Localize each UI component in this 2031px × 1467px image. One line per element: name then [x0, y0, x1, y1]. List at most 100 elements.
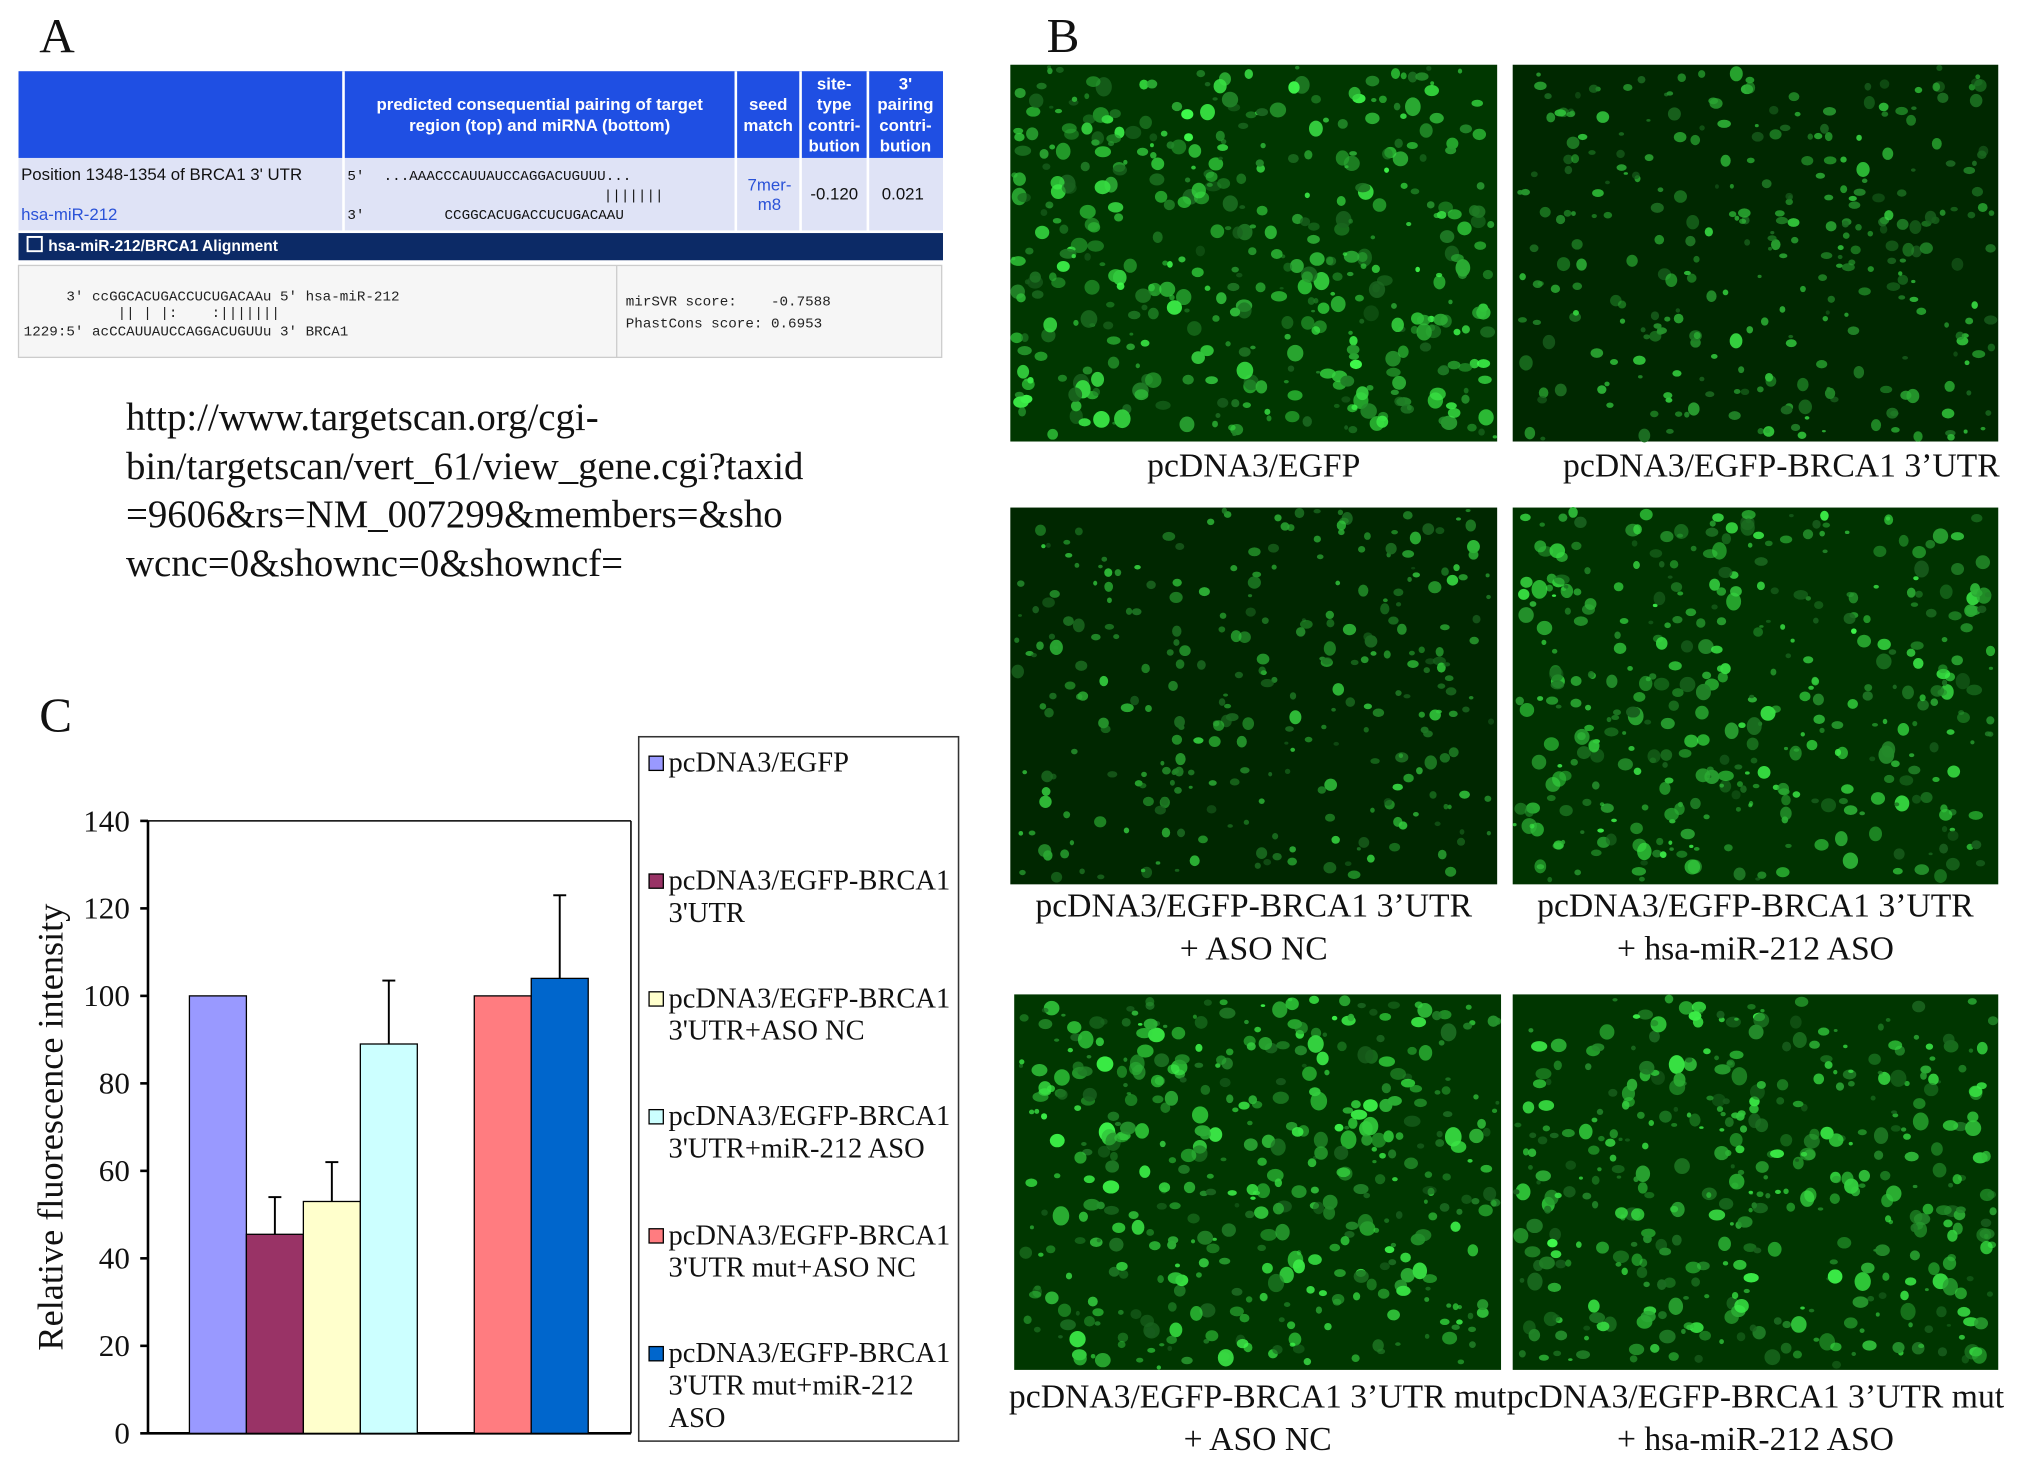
cell	[1278, 1317, 1285, 1323]
cell	[1848, 592, 1859, 604]
cell	[1456, 837, 1466, 846]
cell	[1106, 301, 1115, 308]
cell	[1640, 860, 1648, 866]
cell	[1467, 423, 1477, 432]
cell	[1573, 588, 1582, 596]
cell	[1125, 607, 1133, 615]
cell	[1073, 319, 1079, 326]
cell	[1044, 707, 1054, 718]
cell	[1010, 332, 1024, 344]
url-line: bin/targetscan/vert_61/view_gene.cgi?tax…	[126, 445, 803, 488]
cell	[1631, 1253, 1643, 1266]
cell	[1289, 258, 1304, 274]
cell	[1478, 428, 1485, 436]
cell	[1986, 1291, 1994, 1297]
cell	[1332, 683, 1345, 696]
cell	[1078, 418, 1091, 427]
cell	[1870, 1095, 1876, 1101]
cell	[1641, 804, 1649, 811]
cell	[1106, 597, 1112, 604]
cell	[1189, 855, 1200, 867]
cell	[1353, 1292, 1361, 1301]
legend-label: pcDNA3/EGFP-BRCA1 3'UTR mut+miR-212 ASO	[668, 1336, 951, 1434]
cell	[1812, 693, 1824, 706]
cell	[1743, 1288, 1750, 1294]
cell	[1197, 660, 1206, 670]
cell	[1445, 687, 1457, 696]
cell	[1458, 363, 1473, 372]
cell	[1737, 1169, 1745, 1175]
cell	[1239, 1313, 1250, 1323]
cell	[1370, 235, 1376, 240]
cell	[1588, 739, 1600, 752]
cell	[1957, 1306, 1971, 1317]
cell	[1928, 1262, 1940, 1276]
cell	[1941, 679, 1948, 686]
cell	[1550, 1038, 1567, 1053]
cell	[1124, 1093, 1138, 1107]
cell	[1754, 557, 1768, 566]
cell	[1188, 144, 1202, 158]
cell	[1583, 1325, 1591, 1331]
cell	[1733, 867, 1746, 881]
cell	[1622, 731, 1627, 735]
cell	[1104, 568, 1113, 577]
cell	[1538, 387, 1549, 399]
cell	[1069, 408, 1083, 424]
cell	[1987, 1016, 1999, 1026]
cell	[1424, 1171, 1433, 1178]
error-bar	[553, 894, 567, 979]
cell	[1781, 816, 1789, 824]
legend-label-box: pcDNA3/EGFP-BRCA1 3'UTR mut+ASO NC	[668, 1218, 950, 1283]
cell	[1948, 611, 1962, 621]
cell	[1371, 1146, 1378, 1152]
cell	[1538, 1256, 1555, 1270]
cell	[1689, 1113, 1701, 1127]
cell	[1349, 359, 1362, 370]
cell	[1219, 612, 1227, 619]
cell	[1630, 1241, 1638, 1247]
cell	[1372, 708, 1385, 718]
cell	[1137, 1022, 1143, 1026]
cell	[1827, 1269, 1843, 1284]
cell	[1591, 214, 1597, 219]
cell	[1717, 671, 1728, 683]
cell	[1034, 351, 1048, 361]
cell	[1324, 1069, 1330, 1076]
cell	[1955, 1206, 1966, 1214]
cell	[1457, 68, 1463, 74]
cell	[1390, 389, 1399, 396]
cell	[1395, 690, 1402, 696]
cell	[1461, 325, 1470, 334]
cell	[1295, 627, 1306, 637]
cell	[1440, 624, 1450, 631]
cell	[1041, 770, 1053, 783]
cell	[1365, 75, 1380, 87]
cell	[1802, 529, 1814, 540]
cell	[1672, 370, 1682, 377]
cell	[1618, 1137, 1623, 1142]
cell	[1159, 1343, 1165, 1347]
cell	[1738, 722, 1746, 729]
cell	[1789, 514, 1794, 518]
cell	[1442, 1173, 1451, 1181]
cell	[1400, 113, 1407, 120]
cell	[1757, 871, 1767, 879]
cell	[1492, 435, 1498, 439]
cell	[1963, 166, 1976, 175]
cell	[1221, 91, 1239, 108]
cell	[1123, 159, 1128, 165]
cell	[1779, 535, 1793, 544]
cell	[1800, 285, 1806, 293]
cell	[1549, 1227, 1561, 1241]
cell	[1564, 607, 1571, 615]
cell	[1303, 1358, 1312, 1366]
cell	[1141, 866, 1153, 879]
cell	[1316, 370, 1321, 374]
cell	[1737, 1216, 1753, 1228]
cell	[1027, 376, 1034, 384]
cell	[1355, 294, 1364, 302]
cell	[1534, 81, 1547, 91]
cell	[1858, 1183, 1866, 1188]
cell	[1205, 1188, 1217, 1196]
